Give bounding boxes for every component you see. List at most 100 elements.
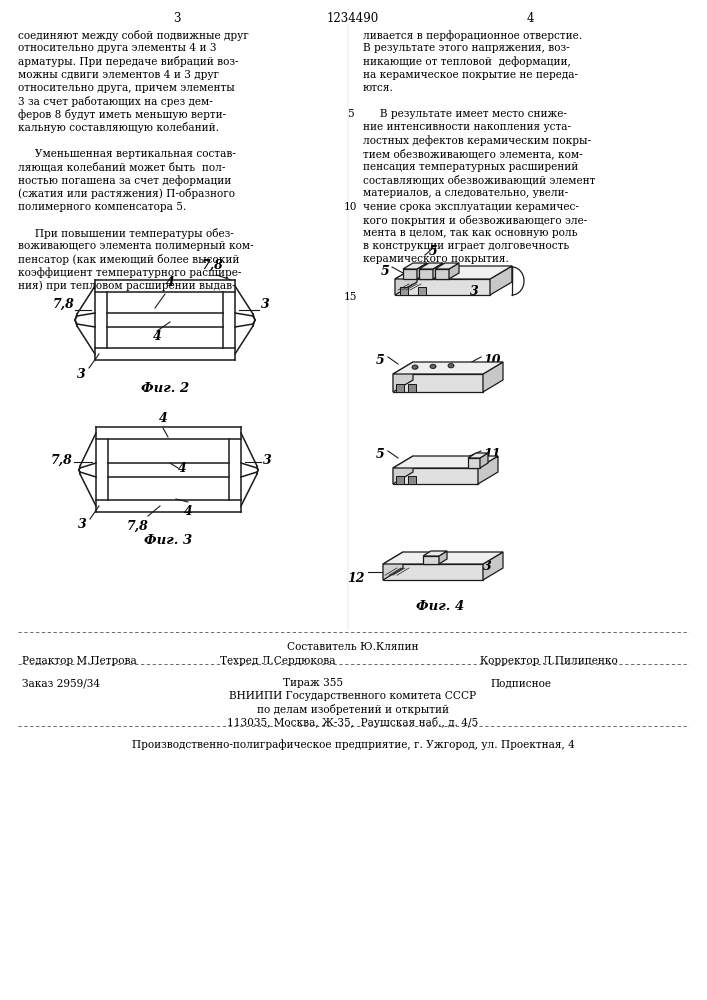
Text: 3 за счет работающих на срез дем-: 3 за счет работающих на срез дем- — [18, 96, 213, 107]
Text: кальную составляющую колебаний.: кальную составляющую колебаний. — [18, 122, 219, 133]
Text: 10: 10 — [344, 202, 357, 212]
Polygon shape — [478, 456, 498, 484]
Text: 11: 11 — [483, 448, 501, 461]
Polygon shape — [490, 266, 512, 295]
Polygon shape — [395, 266, 512, 279]
Polygon shape — [448, 364, 454, 368]
Text: 4: 4 — [526, 12, 534, 25]
Text: Заказ 2959/34: Заказ 2959/34 — [22, 678, 100, 688]
Polygon shape — [403, 263, 427, 269]
Text: Техред Л.Сердюкова: Техред Л.Сердюкова — [220, 656, 336, 666]
Text: соединяют между собой подвижные друг: соединяют между собой подвижные друг — [18, 30, 249, 41]
Polygon shape — [468, 458, 480, 468]
Text: лостных дефектов керамическим покры-: лостных дефектов керамическим покры- — [363, 136, 591, 146]
Text: 113035, Москва, Ж-35,  Раушская наб., д. 4/5: 113035, Москва, Ж-35, Раушская наб., д. … — [228, 717, 479, 728]
Text: тием обезвоживающего элемента, ком-: тием обезвоживающего элемента, ком- — [363, 149, 583, 160]
Text: Уменьшенная вертикальная состав-: Уменьшенная вертикальная состав- — [18, 149, 236, 159]
Text: 7,8: 7,8 — [53, 298, 75, 310]
Text: относительно друга, причем элементы: относительно друга, причем элементы — [18, 83, 235, 93]
Text: Составитель Ю.Кляпин: Составитель Ю.Кляпин — [287, 642, 419, 652]
Text: феров 8 будут иметь меньшую верти-: феров 8 будут иметь меньшую верти- — [18, 109, 226, 120]
Polygon shape — [400, 287, 408, 295]
Text: никающие от тепловой  деформации,: никающие от тепловой деформации, — [363, 56, 571, 67]
Text: пенсатор (как имеющий более высокий: пенсатор (как имеющий более высокий — [18, 254, 240, 265]
Text: относительно друга элементы 4 и 3: относительно друга элементы 4 и 3 — [18, 43, 216, 53]
Text: Подписное: Подписное — [490, 678, 551, 688]
Text: ливается в перфорационное отверстие.: ливается в перфорационное отверстие. — [363, 30, 582, 41]
Text: по делам изобретений и открытий: по делам изобретений и открытий — [257, 704, 449, 715]
Text: 3: 3 — [483, 560, 492, 573]
Polygon shape — [435, 269, 449, 279]
Text: коэффициент температурного расшире-: коэффициент температурного расшире- — [18, 268, 241, 278]
Text: 5: 5 — [376, 448, 385, 461]
Text: 7,8: 7,8 — [202, 259, 224, 272]
Polygon shape — [430, 364, 436, 368]
Text: 4: 4 — [153, 330, 161, 344]
Polygon shape — [396, 384, 404, 392]
Text: ляющая колебаний может быть  пол-: ляющая колебаний может быть пол- — [18, 162, 226, 172]
Polygon shape — [433, 263, 443, 279]
Text: керамического покрытия.: керамического покрытия. — [363, 254, 509, 264]
Text: 7,8: 7,8 — [127, 520, 149, 533]
Text: можны сдвиги элементов 4 и 3 друг: можны сдвиги элементов 4 и 3 друг — [18, 70, 219, 80]
Text: 3: 3 — [76, 367, 86, 380]
Text: (сжатия или растяжения) П-образного: (сжатия или растяжения) П-образного — [18, 188, 235, 199]
Text: Производственно-полиграфическое предприятие, г. Ужгород, ул. Проектная, 4: Производственно-полиграфическое предприя… — [132, 739, 574, 750]
Text: 15: 15 — [344, 292, 357, 302]
Text: В результате этого напряжения, воз-: В результате этого напряжения, воз- — [363, 43, 570, 53]
Text: 4: 4 — [184, 505, 192, 518]
Polygon shape — [439, 551, 447, 564]
Polygon shape — [383, 564, 483, 580]
Polygon shape — [483, 362, 503, 392]
Text: В результате имеет место сниже-: В результате имеет место сниже- — [363, 109, 567, 119]
Polygon shape — [393, 456, 413, 484]
Polygon shape — [419, 269, 433, 279]
Text: 7,8: 7,8 — [51, 454, 73, 466]
Text: 4: 4 — [165, 276, 175, 290]
Polygon shape — [417, 263, 427, 279]
Text: составляющих обезвоживающий элемент: составляющих обезвоживающий элемент — [363, 175, 595, 186]
Text: чение срока эксплуатации керамичес-: чение срока эксплуатации керамичес- — [363, 202, 579, 212]
Text: 3: 3 — [470, 285, 479, 298]
Text: 5: 5 — [381, 265, 390, 278]
Text: материалов, а следовательно, увели-: материалов, а следовательно, увели- — [363, 188, 568, 198]
Text: воживающего элемента полимерный ком-: воживающего элемента полимерный ком- — [18, 241, 254, 251]
Text: Фиг. 4: Фиг. 4 — [416, 600, 464, 613]
Polygon shape — [483, 552, 503, 580]
Polygon shape — [396, 476, 404, 484]
Text: пенсация температурных расширений: пенсация температурных расширений — [363, 162, 578, 172]
Text: 4: 4 — [178, 462, 187, 475]
Text: Фиг. 2: Фиг. 2 — [141, 382, 189, 395]
Polygon shape — [423, 551, 447, 556]
Polygon shape — [393, 362, 503, 374]
Text: 3: 3 — [261, 298, 270, 310]
Text: 12: 12 — [348, 572, 365, 585]
Polygon shape — [395, 279, 490, 295]
Polygon shape — [419, 263, 443, 269]
Text: 10: 10 — [483, 354, 501, 367]
Text: мента в целом, так как основную роль: мента в целом, так как основную роль — [363, 228, 578, 238]
Text: 5: 5 — [376, 354, 385, 367]
Polygon shape — [449, 263, 459, 279]
Polygon shape — [403, 269, 417, 279]
Text: в конструкции играет долговечность: в конструкции играет долговечность — [363, 241, 569, 251]
Text: полимерного компенсатора 5.: полимерного компенсатора 5. — [18, 202, 186, 212]
Text: 3: 3 — [263, 454, 271, 466]
Polygon shape — [383, 552, 503, 564]
Text: 5: 5 — [346, 109, 354, 119]
Text: кого покрытия и обезвоживающего эле-: кого покрытия и обезвоживающего эле- — [363, 215, 588, 226]
Polygon shape — [468, 453, 488, 458]
Polygon shape — [393, 374, 483, 392]
Text: арматуры. При передаче вибраций воз-: арматуры. При передаче вибраций воз- — [18, 56, 238, 67]
Text: 1234490: 1234490 — [327, 12, 379, 25]
Text: При повышении температуры обез-: При повышении температуры обез- — [18, 228, 234, 239]
Text: ВНИИПИ Государственного комитета СССР: ВНИИПИ Государственного комитета СССР — [230, 691, 477, 701]
Text: ния) при тепловом расширении выдав-: ния) при тепловом расширении выдав- — [18, 281, 235, 291]
Polygon shape — [393, 468, 478, 484]
Polygon shape — [418, 287, 426, 295]
Text: ние интенсивности накопления уста-: ние интенсивности накопления уста- — [363, 122, 571, 132]
Polygon shape — [435, 263, 459, 269]
Text: ются.: ются. — [363, 83, 394, 93]
Polygon shape — [408, 384, 416, 392]
Text: Тираж 355: Тираж 355 — [283, 678, 343, 688]
